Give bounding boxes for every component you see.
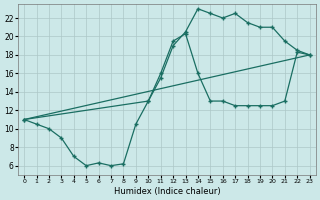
X-axis label: Humidex (Indice chaleur): Humidex (Indice chaleur) <box>114 187 220 196</box>
